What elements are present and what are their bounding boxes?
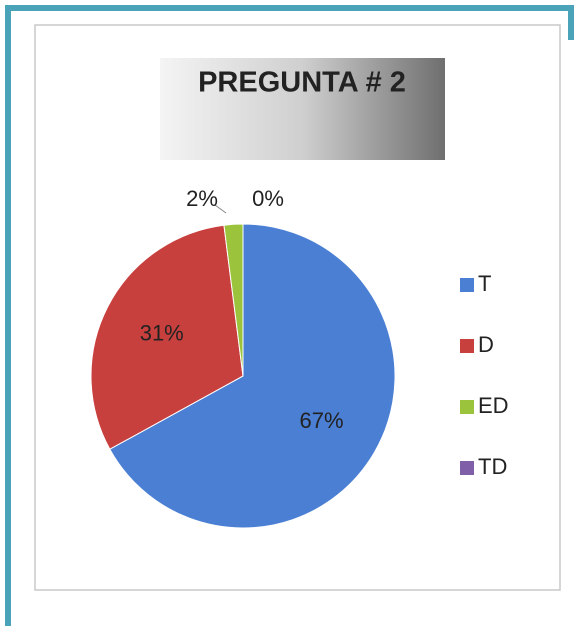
data-label: 67%: [299, 408, 343, 433]
legend-swatch: [460, 339, 474, 353]
legend-label: TD: [478, 454, 507, 479]
legend-label: D: [478, 332, 494, 357]
data-label: 0%: [252, 186, 284, 211]
legend-label: ED: [478, 393, 509, 418]
frame: [5, 5, 574, 626]
legend-swatch: [460, 461, 474, 475]
leader-line: [214, 204, 227, 214]
legend-swatch: [460, 400, 474, 414]
data-label: 2%: [186, 186, 218, 211]
chart-title: PREGUNTA # 2: [198, 67, 406, 99]
pie-slice: [90, 224, 244, 450]
legend-label: T: [478, 271, 491, 296]
data-label: 31%: [140, 320, 184, 345]
pie-slice: [109, 223, 396, 529]
legend-swatch: [460, 278, 474, 292]
title-box: [160, 58, 445, 160]
